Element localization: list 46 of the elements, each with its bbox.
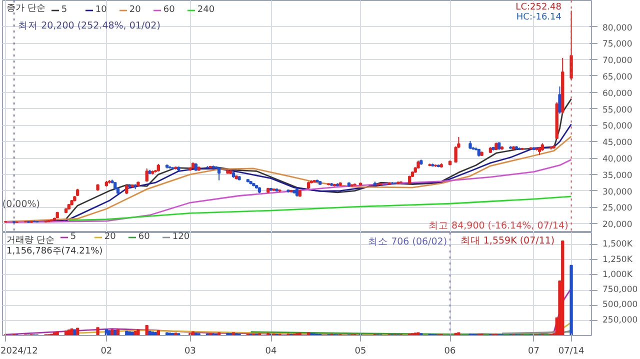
y-tick-label: 30,000: [602, 187, 632, 198]
y-tick-label: 40,000: [602, 154, 632, 165]
ref-line-label: 최소 706 (06/02): [368, 236, 448, 248]
x-tick-label: 07/14: [558, 346, 585, 356]
legend-label: 5: [70, 232, 78, 242]
legend-label: 60: [163, 5, 176, 15]
legend-title: 거래량 단순: [6, 236, 54, 246]
y-tick-label: 750,000: [602, 285, 638, 296]
legend-label: 20: [104, 232, 117, 242]
y-tick-label: 25,000: [602, 204, 632, 214]
y-tick-label: 500,000: [602, 300, 638, 310]
legend-title: 종가 단순: [6, 4, 46, 14]
x-tick-label: 2024/12: [0, 346, 38, 356]
legend-label: 120: [172, 232, 191, 242]
y-tick-label: 1,500K: [602, 240, 633, 250]
y-tick-label: 1,250K: [602, 254, 633, 265]
x-tick-label: 06: [444, 346, 456, 356]
legend-label: 240: [197, 5, 216, 15]
y-tick-label: 20,000: [602, 220, 632, 230]
legend-label: 10: [95, 5, 108, 15]
y-tick-label: 55,000: [602, 105, 632, 116]
annotation: 최대 1,559K (07/11): [460, 236, 555, 247]
y-tick-label: 45,000: [602, 138, 632, 148]
y-tick-label: 75,000: [602, 40, 632, 50]
x-tick-label: 07: [528, 346, 540, 356]
y-tick-label: 35,000: [602, 170, 632, 181]
y-tick-label: 65,000: [602, 72, 632, 82]
y-tick-label: 60,000: [602, 88, 632, 99]
x-tick-label: 03: [184, 346, 196, 356]
x-tick-label: 05: [354, 346, 366, 356]
annotation: HC:-16.14: [516, 12, 562, 22]
legend-label: 20: [129, 5, 142, 15]
y-tick-label: 70,000: [602, 56, 632, 66]
annotation: LC:252.48: [516, 2, 562, 12]
ref-line-label: 최고 84,900 (-16.14%, 07/14): [428, 220, 568, 232]
annotation: (0.00%): [2, 199, 40, 210]
x-tick-label: 02: [100, 346, 112, 356]
y-tick-label: 80,000: [602, 23, 632, 34]
annotation: 1,156,786주(74.21%): [6, 246, 103, 256]
y-tick-label: 50,000: [602, 122, 632, 132]
ref-line-label: 최저 20,200 (252.48%, 01/02): [18, 20, 160, 32]
legend-label: 5: [61, 5, 68, 15]
y-tick-label: 1,000K: [602, 270, 633, 280]
legend-label: 60: [138, 232, 151, 242]
y-tick-label: 250,000: [602, 315, 638, 326]
x-tick-label: 04: [265, 346, 278, 356]
